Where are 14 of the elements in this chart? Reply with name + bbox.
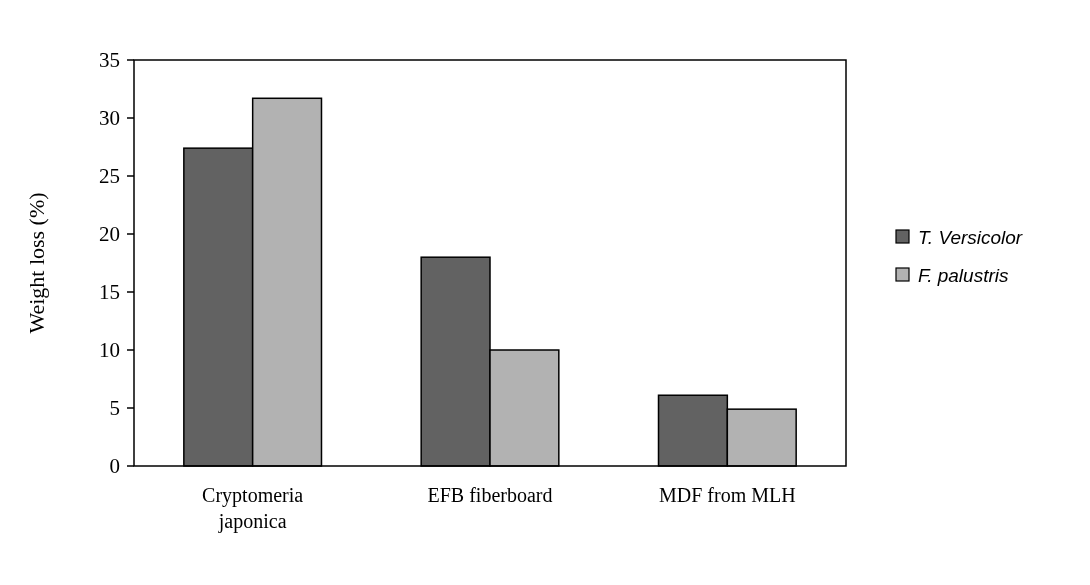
- x-tick-label: MDF from MLH: [659, 484, 796, 506]
- x-tick-label: Cryptomeria japonica: [202, 484, 304, 533]
- legend-label: T. Versicolor: [918, 226, 1023, 248]
- y-tick-label: 10: [99, 338, 120, 363]
- x-tick-label: EFB fiberboard: [427, 484, 553, 506]
- y-axis-title: Weight loss (%): [24, 192, 49, 334]
- y-tick-label: 35: [99, 48, 120, 73]
- y-tick-label: 20: [99, 222, 120, 247]
- y-tick-label: 0: [109, 454, 120, 479]
- legend-label: F. palustris: [918, 264, 1009, 286]
- y-tick-label: 15: [99, 280, 120, 305]
- y-tick-label: 25: [99, 164, 120, 189]
- y-tick-label: 30: [99, 106, 120, 131]
- y-tick-label: 5: [109, 396, 120, 421]
